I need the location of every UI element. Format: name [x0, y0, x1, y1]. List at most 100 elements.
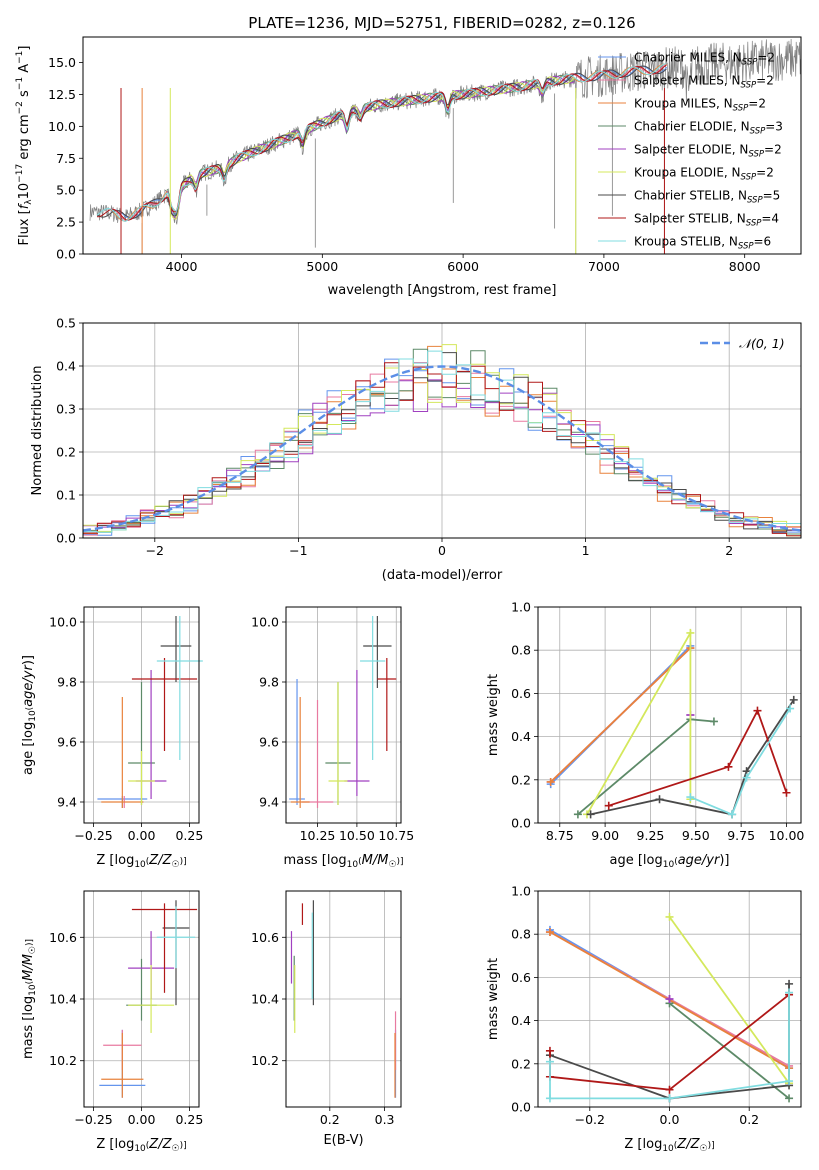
y-tick-label: 9.4	[57, 795, 77, 810]
y-tick-label: 0.2	[511, 1056, 531, 1071]
y-tick-label: 9.6	[259, 735, 279, 750]
weight-marker	[546, 777, 555, 786]
y-tick-label: 7.5	[56, 151, 76, 166]
panel-residuals: −2 −1 0 1 2 0.0 0.1 0.2 0.3 0.4 0.5	[56, 316, 802, 558]
legend-entry: Salpeter STELIB, NSSP=4	[634, 212, 779, 229]
errorbar-salpeter_elodie	[135, 670, 167, 799]
errorbar-kroupa_elodie	[328, 682, 348, 805]
panel-age_vs_mass: 10.25 10.50 10.75 9.4 9.6 9.8 10.0	[251, 606, 414, 843]
y-tick-label: 15.0	[48, 55, 76, 70]
errorbar-kroupa_miles	[290, 697, 310, 808]
errorbar-kroupa_stelib	[156, 616, 203, 760]
errorbar-kroupa_stelib	[156, 906, 196, 969]
x-tick-label: −0.25	[74, 828, 112, 843]
x-tick-label: 10.25	[300, 828, 336, 843]
x-tick-label: 10.00	[769, 828, 805, 843]
y-axis-label: mass weight	[486, 674, 501, 756]
x-tick-label: 4000	[166, 259, 198, 274]
legend-entry: Kroupa STELIB, NSSP=6	[634, 235, 771, 252]
y-tick-label: 2.5	[56, 215, 76, 230]
model-fit-salpeter_elodie	[167, 75, 575, 221]
residual-histogram-kroupa_stelib	[83, 350, 801, 533]
model-fit-chabrier_miles	[110, 65, 668, 220]
weight-marker	[789, 695, 798, 704]
legend-entry: Chabrier STELIB, NSSP=5	[634, 189, 780, 206]
y-tick-label: 0.2	[511, 772, 531, 787]
errorbar-salpeter_stelib	[131, 903, 198, 993]
x-tick-label: 10.50	[339, 828, 375, 843]
y-tick-label: 10.0	[48, 119, 76, 134]
plot-layer: 4000 5000 6000 7000 80000.02.55.07.510.012.5…	[15, 36, 804, 1154]
weight-marker	[545, 1057, 554, 1066]
x-axis-label: wavelength [Angstrom, rest frame]	[328, 283, 557, 298]
x-tick-label: 10.75	[378, 828, 414, 843]
legend-entry: Chabrier ELODIE, NSSP=3	[634, 120, 783, 137]
x-tick-label: 0.00	[128, 828, 156, 843]
errorbar-chabrier_stelib	[363, 616, 392, 688]
axes-frame	[285, 606, 402, 824]
weight-marker	[686, 793, 695, 802]
y-tick-label: 0.4	[56, 359, 76, 374]
legend-entry: Salpeter MILES, NSSP=2	[634, 74, 774, 91]
weight-marker	[785, 979, 794, 988]
y-tick-label: 0.0	[56, 531, 76, 546]
x-tick-label: 5000	[306, 259, 338, 274]
y-tick-label: 0.0	[511, 816, 531, 831]
weight-marker	[545, 928, 554, 937]
errorbar-salpeter_elodie	[344, 670, 370, 796]
errorbar-salpeter_stelib	[377, 658, 397, 751]
x-axis-label: (data-model)/error	[382, 568, 503, 583]
weight-marker	[686, 628, 695, 637]
x-tick-label: 6000	[447, 259, 479, 274]
errorbar-kroupa_miles	[101, 697, 144, 808]
legend-entry: Kroupa ELODIE, NSSP=2	[634, 166, 774, 183]
y-tick-label: 0.6	[511, 686, 531, 701]
y-axis-label: mass [log10(M/M☉)]	[21, 939, 38, 1059]
x-tick-label: 9.75	[727, 828, 755, 843]
y-tick-label: 9.6	[57, 735, 77, 750]
weight-marker	[665, 995, 674, 1003]
legend-entry: 𝒩(0, 1)	[739, 336, 785, 351]
x-tick-label: 9.50	[682, 828, 710, 843]
x-tick-label: −0.25	[74, 1112, 112, 1127]
errorbar-kroupa_elodie	[128, 965, 175, 1033]
weight-marker	[786, 704, 795, 713]
y-tick-label: 1.0	[511, 600, 531, 615]
y-tick-label: 12.5	[48, 87, 76, 102]
y-tick-label: 1.0	[511, 884, 531, 899]
weight-marker	[545, 1046, 554, 1055]
axes-frame	[537, 606, 802, 824]
weight-marker	[785, 1094, 794, 1103]
plot-area-age_vs_mass	[289, 616, 397, 808]
y-tick-label: 10.6	[49, 930, 77, 945]
weight-line-kroupa_elodie	[668, 916, 790, 1084]
y-tick-label: 0.0	[511, 1100, 531, 1115]
x-axis-label: Z [log10(Z/Z☉)]	[96, 853, 186, 870]
axes-frame	[82, 36, 802, 255]
weight-marker	[665, 912, 674, 921]
model-fit-kroupa_stelib	[96, 63, 667, 222]
panel-spectrum: 4000 5000 6000 7000 8000 0.0 2.5 5.0 7.5 10.0 12.5…	[48, 36, 802, 274]
x-tick-label: 7000	[588, 259, 620, 274]
weight-marker	[665, 1094, 674, 1103]
y-tick-label: 0.6	[511, 970, 531, 985]
weight-marker	[573, 810, 582, 819]
weight-marker	[785, 1077, 794, 1086]
normal-curve	[83, 365, 801, 532]
panel-weight_vs_age: 8.75 9.00 9.25 9.50 9.75 10.00 0.0 0.2 0.4 0.6 0.8…	[511, 600, 804, 844]
errorbar-chabrier_miles	[289, 679, 305, 805]
x-tick-label: −2	[146, 543, 164, 558]
y-tick-label: 10.6	[251, 930, 279, 945]
panel-weight_vs_Z: −0.2 0.0 0.2 0.0 0.2 0.4 0.6 0.8 1.0	[511, 884, 802, 1127]
weight-marker	[586, 810, 595, 819]
y-tick-label: 0.1	[56, 488, 76, 503]
legend-entry: Kroupa MILES, NSSP=2	[634, 97, 766, 114]
y-tick-label: 0.0	[56, 247, 76, 262]
x-tick-label: 0.3	[375, 1112, 395, 1127]
y-tick-label: 0.8	[511, 643, 531, 658]
model-fit-kroupa_elodie	[167, 76, 575, 220]
x-tick-label: 0.25	[175, 1112, 203, 1127]
x-tick-label: 2	[725, 543, 733, 558]
model-fit-chabrier_elodie	[167, 74, 575, 217]
